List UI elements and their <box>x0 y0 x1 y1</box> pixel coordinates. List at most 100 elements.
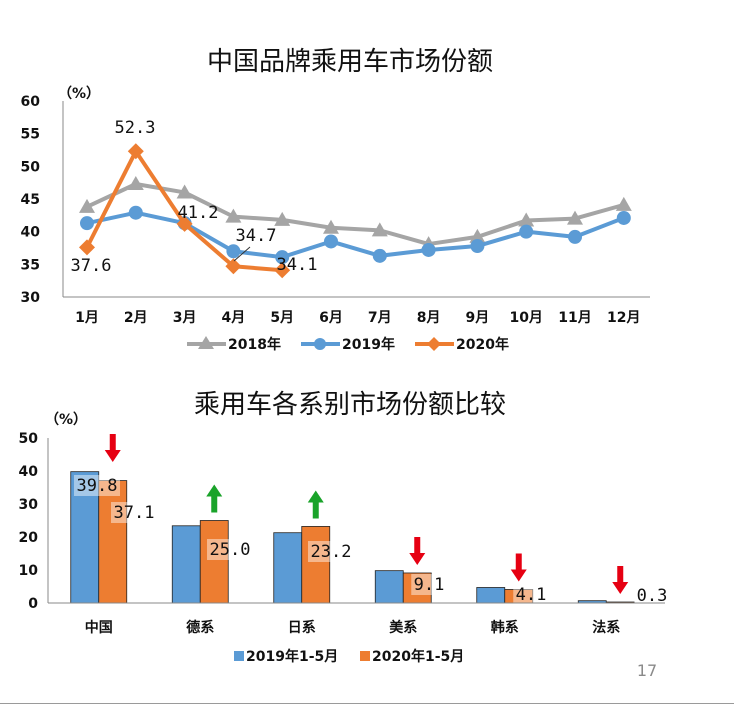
data-point <box>324 234 338 249</box>
legend-label: 2018年 <box>228 336 281 353</box>
data-point <box>225 208 242 223</box>
data-point <box>226 244 241 259</box>
x-tick-label: 5月 <box>270 310 294 326</box>
data-point <box>79 198 95 213</box>
y-tick-label: 50 <box>21 159 41 175</box>
data-label: 39.8 <box>77 476 118 496</box>
data-point <box>372 248 387 263</box>
data-point <box>176 215 193 232</box>
data-label: 37.1 <box>114 503 155 523</box>
up-arrow-icon <box>307 490 324 519</box>
data-label: 34.1 <box>277 255 318 275</box>
series-line <box>86 210 625 260</box>
data-point <box>518 212 535 227</box>
bar-chart-legend: 2019年1-5月 2020年1-5月 <box>234 648 464 665</box>
data-point <box>275 250 290 265</box>
y-tick-label: 10 <box>19 563 39 579</box>
data-label-bg <box>308 541 354 562</box>
line-chart: 中国品牌乘用车市场份额 （%） 30 35 40 45 50 55 60 1月 2月 3月 4月 5… <box>21 47 650 353</box>
x-tick-label: 8月 <box>417 310 441 326</box>
data-point <box>128 205 143 220</box>
legend-label: 2019年1-5月 <box>246 648 338 665</box>
page-number: 17 <box>637 661 657 680</box>
bar <box>171 525 201 604</box>
legend-label: 2020年1-5月 <box>372 648 464 665</box>
legend-item-2020-1-5: 2020年1-5月 <box>360 648 464 665</box>
bar-chart-bars: 39.8 37.1 25.0 23.2 9.1 4.1 0.3 <box>70 471 670 606</box>
bar <box>70 471 100 604</box>
bar <box>98 480 128 604</box>
line-chart-title: 中国品牌乘用车市场份额 <box>207 47 493 77</box>
legend-item-2018: 2018年 <box>187 336 281 353</box>
trend-arrows <box>104 434 629 595</box>
data-point <box>79 239 95 256</box>
bar <box>301 526 331 604</box>
x-tick-label: 中国 <box>85 619 113 636</box>
x-tick-label: 2月 <box>124 310 148 326</box>
bar <box>476 587 506 604</box>
data-label-bg <box>634 585 670 606</box>
y-tick-label: 45 <box>21 192 40 208</box>
x-tick-label: 11月 <box>558 310 591 326</box>
data-point <box>127 175 144 190</box>
x-tick-label: 1月 <box>75 310 99 326</box>
x-tick-label: 美系 <box>389 619 417 636</box>
data-label: 25.0 <box>210 540 251 560</box>
data-point <box>567 210 583 225</box>
x-tick-label: 法系 <box>592 619 620 636</box>
legend-label: 2019年 <box>342 336 395 353</box>
legend-label: 2020年 <box>456 336 509 353</box>
data-label-bg <box>411 574 447 595</box>
bar-chart: 乘用车各系别市场份额比较 （%） 0 10 20 30 40 50 39.8 37.1 25.… <box>19 390 670 665</box>
data-label-bg <box>207 539 253 560</box>
y-tick-label: 55 <box>21 127 40 143</box>
y-tick-label: 30 <box>19 497 39 513</box>
footer-divider <box>0 703 734 704</box>
bar-chart-y-axis: 0 10 20 30 40 50 <box>19 431 39 612</box>
bar-chart-x-axis: 中国 德系 日系 美系 韩系 法系 <box>85 619 621 636</box>
data-label: 52.3 <box>115 118 156 138</box>
y-tick-label: 40 <box>21 225 41 241</box>
bar <box>273 532 303 604</box>
legend-item-2019-1-5: 2019年1-5月 <box>234 648 338 665</box>
x-tick-label: 6月 <box>319 310 343 326</box>
down-arrow-icon <box>104 434 121 462</box>
y-tick-label: 35 <box>21 257 40 273</box>
data-point <box>469 228 486 243</box>
down-arrow-icon <box>409 536 426 565</box>
x-tick-label: 4月 <box>222 310 246 326</box>
data-point <box>421 242 436 257</box>
data-point <box>176 184 193 199</box>
up-arrow-icon <box>206 484 223 513</box>
y-tick-label: 40 <box>19 464 39 480</box>
bar-chart-unit: （%） <box>45 412 87 428</box>
legend-item-2020: 2020年 <box>415 336 509 353</box>
data-point <box>615 196 632 211</box>
down-arrow-icon <box>510 553 527 582</box>
data-point <box>127 143 144 160</box>
data-label: 41.2 <box>178 203 219 223</box>
down-arrow-icon <box>612 566 629 595</box>
line-chart-unit: （%） <box>58 86 100 102</box>
series-line <box>86 181 625 247</box>
x-tick-label: 9月 <box>466 310 490 326</box>
line-chart-data-labels: 52.3 41.2 34.7 37.6 34.1 <box>71 118 318 276</box>
data-label-bg <box>513 584 549 605</box>
data-point <box>519 224 534 239</box>
data-point <box>80 216 94 231</box>
bar-chart-title: 乘用车各系别市场份额比较 <box>194 390 506 420</box>
x-tick-label: 10月 <box>509 310 542 326</box>
y-tick-label: 50 <box>19 431 39 447</box>
data-label: 34.7 <box>236 226 277 246</box>
data-point <box>371 222 388 237</box>
x-tick-label: 日系 <box>288 619 316 636</box>
data-label: 4.1 <box>516 585 547 605</box>
line-chart-series <box>79 143 632 279</box>
data-point <box>616 210 631 225</box>
data-point <box>568 229 582 244</box>
line-chart-y-axis: 30 35 40 45 50 55 60 <box>21 94 41 306</box>
data-label: 9.1 <box>414 575 445 595</box>
x-tick-label: 韩系 <box>491 619 519 636</box>
y-tick-label: 0 <box>28 596 38 612</box>
